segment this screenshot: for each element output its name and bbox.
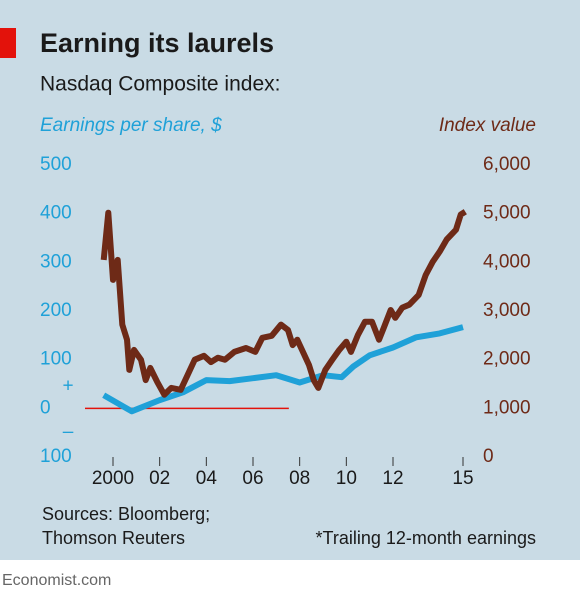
source: Thomson Reuters [42, 528, 185, 548]
chart-title: Earning its laurels [40, 28, 274, 58]
footer-band [0, 560, 580, 598]
y-tick-label: 500 [40, 154, 72, 175]
x-tick-label: 02 [149, 468, 170, 489]
series-line [100, 209, 467, 398]
y-axis-label: Earnings per share, $ [40, 115, 222, 136]
note: *Trailing 12-month earnings [316, 528, 536, 548]
y-tick-label: 300 [40, 251, 72, 272]
red-tag [0, 28, 16, 58]
y2-tick-label: 6,000 [483, 154, 531, 175]
sign-label: + [62, 375, 73, 396]
y2-axis-label: Index value [439, 115, 536, 136]
x-tick-label: 2000 [92, 468, 134, 489]
subtitle: Nasdaq Composite index: [40, 73, 280, 96]
y2-tick-label: 3,000 [483, 300, 531, 321]
y-tick-label: 400 [40, 203, 72, 224]
x-tick-label: 10 [336, 468, 357, 489]
x-tick-label: 15 [452, 468, 473, 489]
source: Sources: Bloomberg; [42, 504, 210, 524]
sign-label: – [63, 421, 74, 442]
y2-tick-label: 5,000 [483, 203, 531, 224]
y-tick-label: 100 [40, 446, 72, 467]
x-tick-label: 08 [289, 468, 310, 489]
x-tick-label: 06 [242, 468, 263, 489]
footer: Economist.com [2, 572, 111, 589]
x-tick-label: 12 [382, 468, 403, 489]
y-tick-label: 100 [40, 349, 72, 370]
series-line [102, 324, 464, 415]
y-tick-label: 0 [40, 397, 51, 418]
background [0, 0, 580, 560]
y2-tick-label: 1,000 [483, 397, 531, 418]
y-tick-label: 200 [40, 300, 72, 321]
y2-tick-label: 0 [483, 446, 494, 467]
x-tick-label: 04 [196, 468, 218, 489]
y2-tick-label: 4,000 [483, 251, 531, 272]
y2-tick-label: 2,000 [483, 349, 531, 370]
